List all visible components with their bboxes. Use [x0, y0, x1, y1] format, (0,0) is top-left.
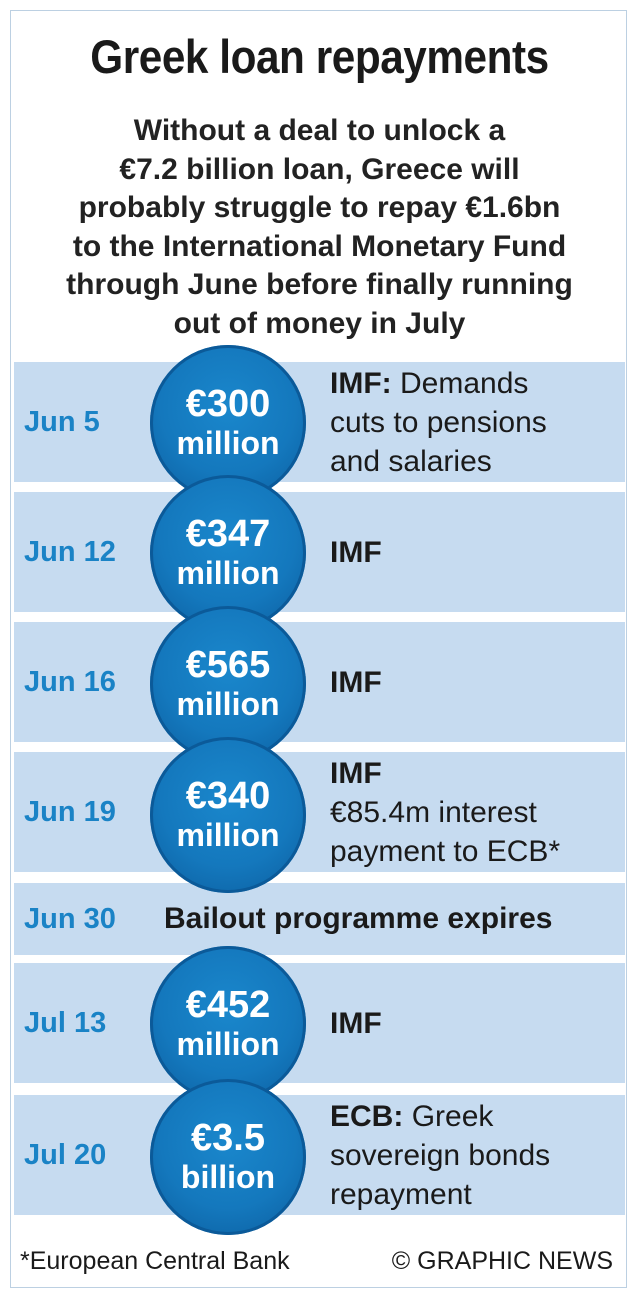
payment-date: Jun 5: [24, 405, 100, 438]
amount-value: €347: [185, 513, 271, 555]
subtitle-line: probably struggle to repay €1.6bn: [78, 191, 561, 224]
page-title: Greek loan repayments: [90, 30, 549, 83]
amount-coin: €452 million: [150, 946, 306, 1102]
payment-row-jun-30: Jun 30 Bailout programme expires: [14, 883, 625, 955]
subtitle-line: to the International Monetary Fund: [72, 229, 567, 263]
description-line: and salaries: [330, 444, 492, 478]
milestone: Jun 30 Bailout programme expires: [24, 883, 619, 955]
description-line: €85.4m interest: [330, 795, 537, 829]
creditor-label: IMF:: [330, 366, 392, 400]
footnote: *European Central Bank: [20, 1247, 290, 1275]
graphic-frame: [10, 10, 627, 1288]
amount-unit: million: [176, 817, 280, 853]
amount-unit: million: [176, 686, 280, 722]
amount-unit: million: [176, 555, 280, 591]
payment-description: ECB: Greek sovereign bonds repayment: [330, 1095, 619, 1215]
description-first-line: IMF: Demands: [330, 364, 619, 403]
payment-row-jun-12: Jun 12 IMF: [14, 492, 625, 612]
payment-date: Jul 13: [24, 1006, 107, 1039]
description-line: Demands: [399, 366, 529, 400]
description-line: Greek: [411, 1099, 494, 1133]
description-line: repayment: [330, 1177, 472, 1211]
subtitle-line: €7.2 billion loan, Greece will: [119, 152, 520, 186]
payment-row-jun-19: Jun 19 IMF €85.4m interest payment to EC…: [14, 752, 625, 872]
payment-row-jul-13: Jul 13 IMF: [14, 963, 625, 1083]
subtitle-line: out of money in July: [173, 306, 466, 340]
payment-description: IMF: [330, 963, 619, 1083]
description-line: sovereign bonds: [330, 1138, 551, 1172]
amount-coin: €347 million: [150, 475, 306, 631]
payment-date: Jun 16: [24, 665, 116, 698]
payment-row-jun-5: Jun 5 IMF: Demands cuts to pensions and …: [14, 362, 625, 482]
payment-description: IMF: Demands cuts to pensions and salari…: [330, 362, 619, 482]
payment-description: IMF: [330, 622, 619, 742]
amount-value: €452: [185, 984, 271, 1026]
payment-date: Jun 19: [24, 795, 116, 828]
amount-coin: €565 million: [150, 606, 306, 762]
payment-date: Jun 12: [24, 535, 116, 568]
amount-coin: €3.5 billion: [150, 1079, 306, 1235]
creditor-label: ECB:: [330, 1099, 404, 1133]
payment-row-jul-20: Jul 20 ECB: Greek sovereign bonds repaym…: [14, 1095, 625, 1215]
creditor-label: IMF: [330, 756, 382, 790]
payment-description: IMF: [330, 492, 619, 612]
payment-row-jun-16: Jun 16 IMF: [14, 622, 625, 742]
amount-value: €340: [185, 775, 271, 817]
subtitle-line: through June before finally running: [66, 268, 573, 301]
description-line: cuts to pensions: [330, 405, 547, 439]
milestone-date: Jun 30: [24, 902, 116, 935]
amount-value: €300: [185, 383, 271, 425]
description-first-line: ECB: Greek: [330, 1097, 619, 1136]
creditor-label: IMF: [330, 665, 382, 699]
amount-unit: billion: [180, 1159, 276, 1195]
description-line: payment to ECB*: [330, 834, 561, 868]
amount-value: €565: [185, 644, 271, 686]
payment-date: Jul 20: [24, 1138, 107, 1171]
amount-value: €3.5: [191, 1117, 265, 1159]
amount-unit: million: [176, 425, 280, 461]
creditor-label: IMF: [330, 1006, 382, 1040]
creditor-label: IMF: [330, 535, 382, 569]
payment-description: IMF €85.4m interest payment to ECB*: [330, 752, 619, 872]
subtitle: Without a deal to unlock a €7.2 billion …: [0, 112, 639, 343]
amount-coin: €340 million: [150, 737, 306, 893]
milestone-text: Bailout programme expires: [164, 902, 553, 935]
amount-unit: million: [176, 1026, 280, 1062]
subtitle-line: Without a deal to unlock a: [133, 114, 506, 147]
credit: © GRAPHIC NEWS: [391, 1247, 613, 1275]
